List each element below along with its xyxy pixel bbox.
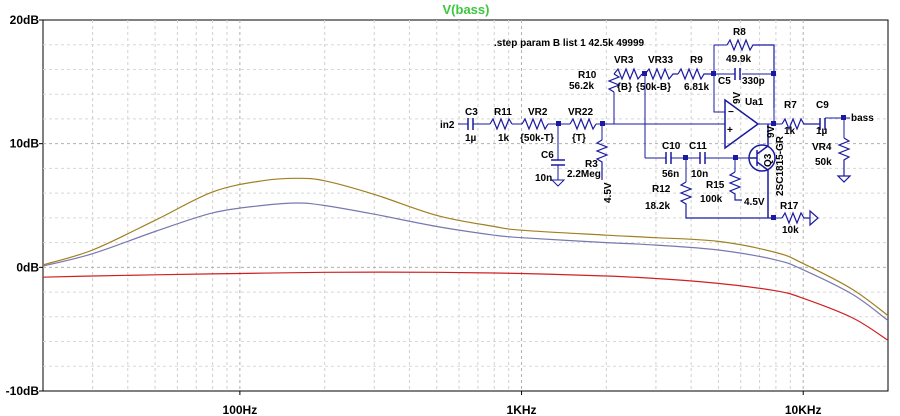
label-vr33: VR33 <box>648 55 673 66</box>
res-r7 <box>781 117 820 131</box>
label-c5: C5 <box>718 76 731 87</box>
res-r8 <box>726 38 775 108</box>
label-vr2: VR2 <box>528 107 548 118</box>
label-r7-value: 1k <box>784 126 796 137</box>
label-ua1: Ua1 <box>745 97 764 108</box>
label-vr22: VR22 <box>568 107 593 118</box>
label-r3: R3 <box>585 159 598 170</box>
cap-c5 <box>734 68 741 80</box>
transistor-q3 <box>748 144 776 172</box>
label-q3-supply: 9V <box>766 125 777 138</box>
node-r8-right <box>771 71 776 76</box>
res-r11 <box>489 117 513 131</box>
series-line-3 <box>42 271 889 341</box>
node-base <box>733 155 738 160</box>
y-tick-label: -10dB <box>6 384 40 398</box>
label-vr3-value: {B} <box>617 82 632 93</box>
wire-opamp-minus <box>713 74 725 113</box>
res-vr2 <box>521 117 549 131</box>
label-in2: in2 <box>440 120 455 131</box>
res-r9 <box>677 67 714 81</box>
wire-r8-left <box>713 44 727 74</box>
label-r11: R11 <box>494 107 512 118</box>
series-group <box>42 177 889 341</box>
node-r3 <box>600 121 605 126</box>
label-r17-value: 10k <box>782 225 799 236</box>
axis-ticks: 20dB 10dB 0dB -10dB 100Hz 1KHz 10KHz <box>6 13 822 416</box>
res-r10 <box>607 73 621 93</box>
label-r12-value: 18.2k <box>645 201 670 212</box>
node-r17 <box>771 215 776 220</box>
label-r17: R17 <box>780 201 799 212</box>
chart-title: V(bass) <box>443 2 490 17</box>
label-c9: C9 <box>816 100 829 111</box>
label-r7: R7 <box>784 100 797 111</box>
label-r10-value: 56.2k <box>569 81 594 92</box>
label-r10: R10 <box>578 70 597 81</box>
cap-c9 <box>819 118 826 130</box>
y-tick-label: 10dB <box>10 137 40 151</box>
res-vr33 <box>644 67 678 81</box>
label-r15-bias: 4.5V <box>744 197 765 208</box>
opamp-ua1 <box>724 98 760 150</box>
node-bass <box>841 115 846 120</box>
node-vr3-vr33 <box>642 71 647 76</box>
x-tick-label: 1KHz <box>507 403 537 416</box>
res-r3 <box>595 139 609 180</box>
res-vr4 <box>836 137 852 183</box>
res-r17 <box>781 209 819 227</box>
label-opamp-supply: 9V <box>732 91 743 104</box>
label-c3: C3 <box>465 107 478 118</box>
label-c10: C10 <box>662 141 681 152</box>
label-c11-value: 10n <box>691 169 708 180</box>
label-vr22-value: {T} <box>572 133 586 144</box>
res-r15 <box>728 171 742 201</box>
opamp-minus-sign: − <box>728 107 734 118</box>
label-vr33-value: {50k-B} <box>636 82 671 93</box>
label-r15: R15 <box>706 180 725 191</box>
node-c6 <box>556 121 561 126</box>
label-vr3: VR3 <box>614 55 634 66</box>
series-line-2 <box>42 202 889 321</box>
label-vr4-value: 50k <box>815 157 832 168</box>
schematic: .step param B list 1 42.5k 49999 in2 C3 … <box>440 27 874 236</box>
transistor-q3-leads <box>750 124 769 218</box>
y-tick-label: 0dB <box>16 260 39 274</box>
label-c9-value: 1µ <box>816 126 828 137</box>
label-q3-model: 2SC1815-GR <box>775 135 786 196</box>
step-directive: .step param B list 1 42.5k 49999 <box>494 38 645 49</box>
wire-c6-gnd <box>550 165 566 187</box>
label-c6: C6 <box>541 150 554 161</box>
label-c3-value: 1µ <box>465 133 477 144</box>
label-r15-value: 100k <box>700 194 723 205</box>
y-tick-label: 20dB <box>10 13 40 27</box>
opamp-plus-sign: + <box>727 125 733 136</box>
label-vr2-value: {50k-T} <box>520 133 554 144</box>
label-r3-bias: 4.5V <box>603 182 614 203</box>
res-vr3 <box>613 67 643 81</box>
label-bass: bass <box>851 113 874 124</box>
label-c10-value: 56n <box>662 169 679 180</box>
res-r12 <box>679 181 774 219</box>
x-tick-label: 10KHz <box>785 403 822 416</box>
x-tick-label: 100Hz <box>223 403 258 416</box>
label-r3-value: 2.2Meg <box>567 169 601 180</box>
label-c6-value: 10n <box>535 173 552 184</box>
node-r12 <box>683 155 688 160</box>
series-line-1 <box>42 177 889 317</box>
label-r11-value: 1k <box>498 133 510 144</box>
label-r8: R8 <box>733 27 746 38</box>
grid-lines <box>43 20 888 391</box>
label-q3: Q3 <box>763 153 774 167</box>
label-c5-value: 330p <box>742 76 765 87</box>
label-c11: C11 <box>689 141 707 152</box>
label-r12: R12 <box>652 184 671 195</box>
label-r8-value: 49.9k <box>726 54 751 65</box>
label-vr4: VR4 <box>812 142 832 153</box>
node-opamp-out <box>771 121 776 126</box>
label-r9: R9 <box>690 55 703 66</box>
label-r9-value: 6.81k <box>684 82 709 93</box>
res-vr22 <box>569 117 597 131</box>
